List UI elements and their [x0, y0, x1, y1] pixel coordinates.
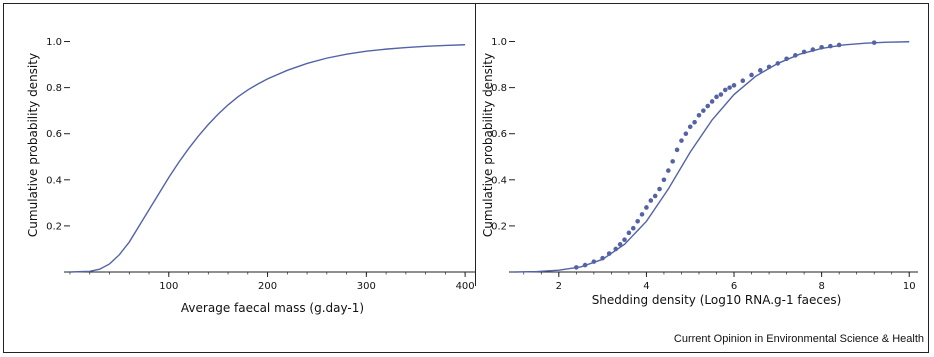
- y-tick-label: 0.8: [46, 83, 62, 94]
- data-point: [617, 242, 623, 247]
- x-tick-label: 300: [357, 281, 376, 292]
- y-tick-label: 1.0: [46, 37, 62, 48]
- data-point: [657, 186, 662, 192]
- data-point: [727, 85, 732, 90]
- data-point: [692, 119, 697, 125]
- x-tick-label: 10: [903, 281, 916, 292]
- data-point: [758, 68, 763, 73]
- data-point: [582, 262, 588, 268]
- y-axis-title: Cumulative probability density: [26, 53, 40, 237]
- data-point: [661, 177, 667, 183]
- data-point: [718, 92, 724, 97]
- data-point: [574, 265, 579, 270]
- source-credit: Current Opinion in Environmental Science…: [673, 333, 924, 345]
- data-point: [639, 212, 645, 217]
- data-point: [591, 259, 597, 264]
- x-axis-title: Shedding density (Log10 RNA.g-1 faeces): [592, 293, 842, 307]
- data-point: [622, 237, 627, 243]
- data-point: [749, 72, 754, 78]
- data-point: [801, 49, 807, 55]
- data-point: [679, 138, 684, 143]
- x-axis-title: Average faecal mass (g.day-1): [181, 301, 364, 315]
- data-point: [626, 230, 632, 236]
- panel-divider: [475, 3, 476, 286]
- y-tick-label: 0.4: [46, 175, 62, 186]
- data-point: [635, 218, 640, 224]
- data-point: [613, 246, 619, 252]
- data-point: [696, 112, 702, 118]
- data-point: [606, 251, 612, 256]
- x-tick-label: 2: [556, 281, 562, 292]
- y-axis-title: Cumulative probability density: [481, 53, 495, 237]
- y-tick-label: 0.2: [491, 221, 507, 232]
- data-point: [819, 44, 824, 50]
- data-point: [836, 42, 842, 48]
- data-point: [871, 40, 877, 45]
- data-point: [683, 131, 689, 137]
- y-tick-label: 0.2: [46, 221, 62, 232]
- x-tick-label: 4: [643, 281, 649, 292]
- data-point: [828, 43, 833, 49]
- x-tick-label: 100: [159, 281, 178, 292]
- series-line-0: [514, 41, 910, 273]
- data-point: [670, 159, 675, 164]
- data-point: [740, 78, 746, 84]
- data-point: [600, 255, 605, 261]
- data-point: [666, 168, 671, 173]
- x-tick-label: 8: [818, 281, 824, 292]
- x-tick-label: 200: [258, 281, 277, 292]
- y-tick-label: 0.6: [46, 129, 62, 140]
- data-point: [630, 225, 636, 231]
- x-tick-label: 400: [456, 281, 475, 292]
- data-point: [775, 61, 781, 66]
- data-point: [652, 193, 658, 199]
- data-point: [722, 87, 728, 93]
- data-point: [705, 103, 711, 109]
- data-point: [644, 205, 649, 210]
- data-point: [687, 124, 693, 130]
- y-tick-label: 0.8: [491, 83, 507, 94]
- y-tick-label: 0.4: [491, 175, 507, 186]
- data-point: [701, 108, 706, 113]
- data-point: [731, 83, 737, 88]
- y-tick-label: 0.6: [491, 129, 507, 140]
- data-point: [648, 198, 654, 203]
- data-point: [766, 64, 772, 70]
- data-point: [784, 56, 789, 62]
- data-point: [793, 53, 798, 58]
- x-tick-label: 6: [731, 281, 737, 292]
- series-line-0: [69, 44, 466, 273]
- data-point: [810, 47, 816, 52]
- data-point: [714, 94, 719, 100]
- data-point: [674, 147, 680, 153]
- y-tick-label: 1.0: [491, 37, 507, 48]
- data-point: [709, 99, 715, 104]
- figure-frame: [3, 3, 929, 353]
